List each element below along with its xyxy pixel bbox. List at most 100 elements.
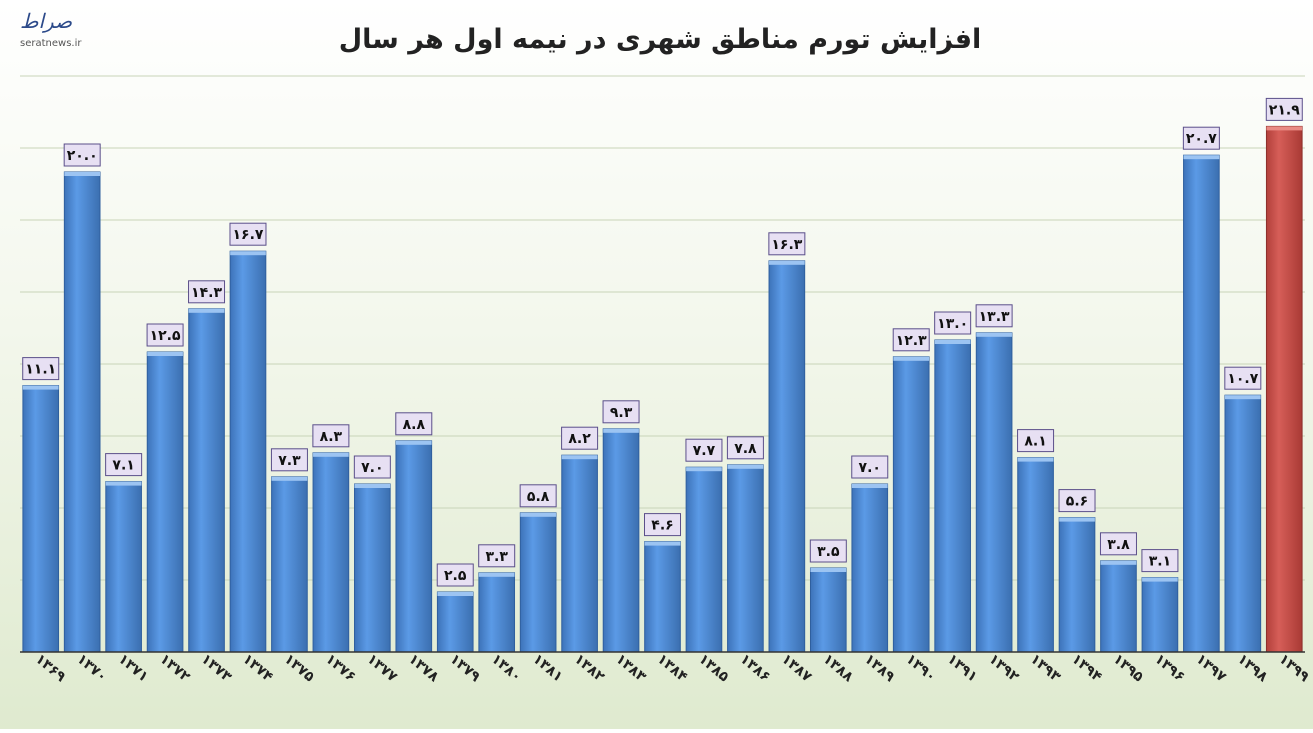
bar-cap-23 [976,332,1012,337]
bar-cap-15 [644,541,681,546]
bar-cap-18 [769,260,805,265]
bar-cap-0 [22,385,59,390]
bar-22 [934,339,971,653]
x-tick-label-27: ۱۳۹۶ [1151,651,1187,685]
data-label-box-27 [1141,549,1179,573]
bar-cap-21 [893,356,930,361]
bar-26 [1100,560,1137,653]
x-tick-label-5: ۱۳۷۴ [239,651,276,686]
data-label-box-12 [519,484,557,508]
bar-10 [436,591,474,653]
bar-cap-12 [520,512,556,517]
data-label-22: ۱۳.۰ [937,316,968,332]
data-label-2: ۷.۱ [112,458,134,474]
data-label-box-24 [1017,429,1055,453]
bar-cap-29 [1224,395,1261,400]
data-label-11: ۳.۳ [485,549,508,565]
bar-23 [975,332,1013,653]
data-label-box-0 [22,357,60,381]
data-label-26: ۳.۸ [1107,537,1130,553]
data-label-box-21 [892,328,930,352]
data-label-box-8 [353,455,391,479]
x-tick-label-12: ۱۳۸۱ [529,651,565,685]
bar-20 [851,483,889,653]
x-tick-label-18: ۱۳۸۷ [778,651,815,686]
x-tick-label-19: ۱۳۸۸ [820,651,857,686]
bar-cap-20 [851,484,888,488]
data-label-box-13 [561,426,599,450]
x-tick-label-7: ۱۳۷۶ [322,651,358,685]
data-label-7: ۸.۳ [320,429,343,445]
x-tick-label-29: ۱۳۹۸ [1234,651,1271,686]
x-tick-label-6: ۱۳۷۵ [281,651,318,686]
x-tick-label-11: ۱۳۸۰ [488,651,524,685]
bar-cap-13 [561,455,598,460]
data-label-29: ۱۰.۷ [1227,371,1258,387]
watermark-script: صراط [20,9,73,33]
data-label-10: ۲.۵ [444,568,467,584]
data-label-box-19 [809,539,847,563]
bar-24 [1017,457,1054,653]
data-label-box-4 [188,280,226,304]
bar-cap-19 [810,568,847,572]
bar-9 [395,440,433,653]
data-label-box-22 [934,311,972,335]
data-label-19: ۳.۵ [817,544,840,560]
data-label-box-17 [726,436,764,460]
bar-cap-1 [64,172,101,176]
x-tick-label-10: ۱۳۷۹ [447,651,484,686]
data-label-24: ۸.۱ [1024,434,1046,450]
bar-cap-11 [478,572,515,577]
data-label-15: ۴.۶ [651,518,673,534]
data-label-18: ۱۶.۳ [771,237,802,253]
bar-14 [602,428,640,653]
data-label-box-20 [851,455,889,479]
x-tick-label-13: ۱۳۸۲ [571,651,608,686]
data-label-box-30 [1265,97,1303,121]
bar-17 [727,464,764,653]
x-tick-label-26: ۱۳۹۵ [1110,651,1147,686]
data-label-6: ۷.۳ [278,453,301,469]
bar-cap-9 [395,440,432,445]
bar-cap-17 [727,464,764,469]
data-label-box-11 [478,544,516,568]
data-label-12: ۵.۸ [527,489,550,505]
data-label-21: ۱۲.۳ [896,333,927,349]
data-label-box-23 [975,304,1013,328]
data-labels: ۱۱.۱ ۲۰.۰ ۷.۱ ۱۲.۵ ۱۴.۳ ۱۶.۷ ۷.۳ ۸.۳ ۷.۰ ۸.۸ ۲.۵ ۳.… [22,97,1303,587]
x-tick-label-1: ۱۳۷۰ [74,651,110,685]
data-label-13: ۸.۲ [568,431,591,447]
data-label-box-18 [768,232,806,256]
bar-cap-8 [354,484,391,488]
data-label-4: ۱۴.۳ [191,285,222,301]
bar-30 [1265,125,1303,653]
x-tick-label-17: ۱۳۸۶ [737,651,773,685]
bar-1 [63,171,101,653]
bars [22,125,1303,653]
bar-cap-14 [603,428,639,433]
data-label-box-26 [1099,532,1137,556]
data-label-28: ۲۰.۷ [1186,131,1217,147]
bar-6 [271,476,308,653]
x-tick-label-14: ۱۳۸۳ [612,651,649,686]
chart-title: افزایش تورم مناطق شهری در نیمه اول هر سا… [339,24,982,55]
data-label-14: ۹.۳ [610,405,633,421]
data-label-8: ۷.۰ [361,460,383,476]
bar-cap-6 [271,476,308,481]
data-label-9: ۸.۸ [403,417,426,433]
bar-15 [644,541,681,653]
bar-8 [354,483,391,653]
bar-cap-7 [313,452,349,457]
data-label-box-25 [1058,489,1096,513]
data-label-box-14 [602,400,640,424]
x-tick-label-2: ۱۳۷۱ [115,651,151,685]
data-label-16: ۷.۷ [693,443,716,459]
data-label-23: ۱۳.۳ [979,309,1010,325]
bar-28 [1183,154,1220,653]
bar-2 [105,481,142,653]
bar-13 [561,454,598,653]
bar-cap-22 [934,340,971,344]
data-label-17: ۷.۸ [734,441,757,457]
